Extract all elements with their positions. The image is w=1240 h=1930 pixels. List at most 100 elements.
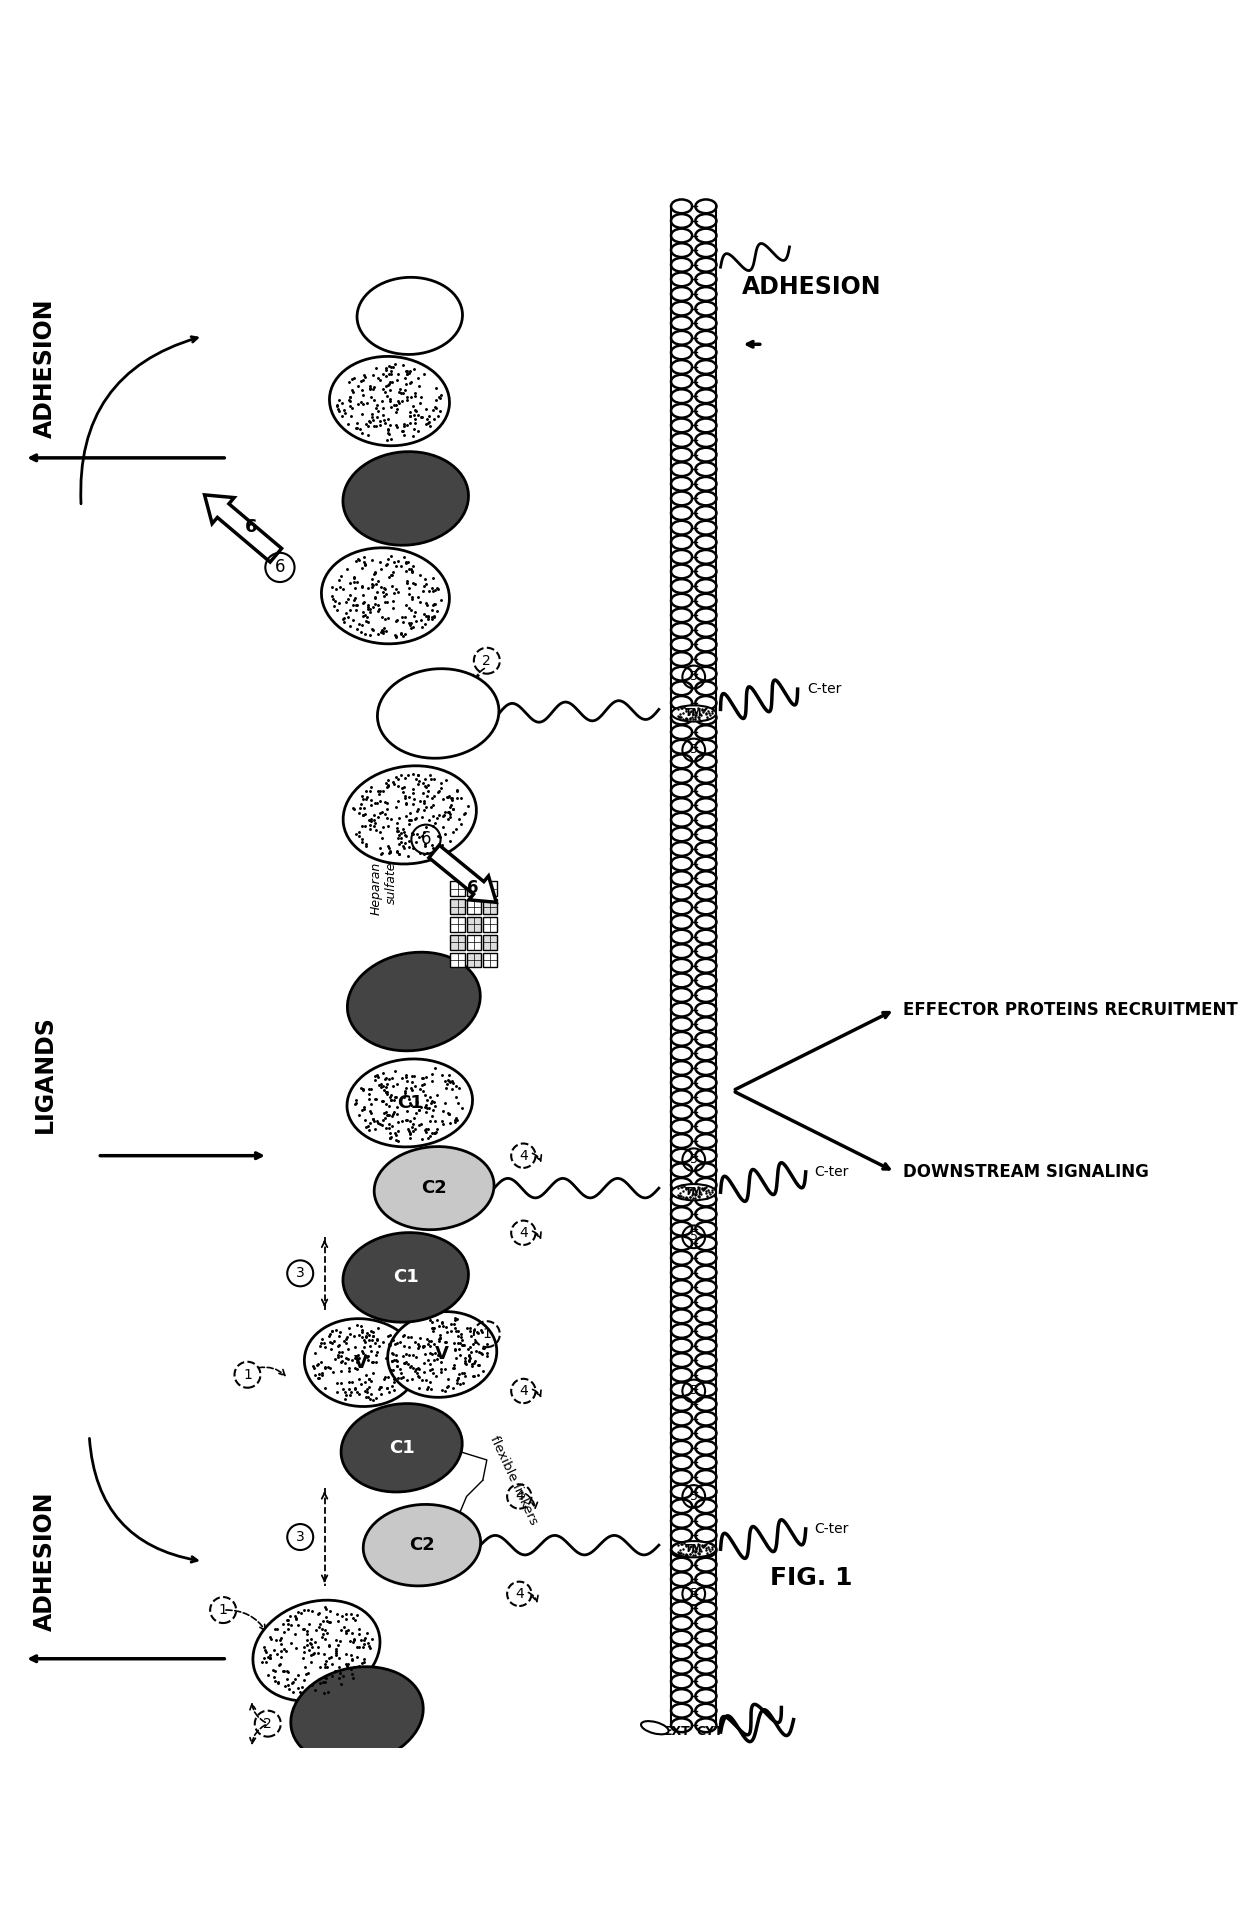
Point: [393, 830, 413, 861]
Point: [346, 1089, 366, 1119]
Point: [365, 805, 384, 836]
Point: [409, 1361, 429, 1392]
Point: [348, 544, 368, 575]
Point: [365, 581, 384, 612]
Point: [294, 1631, 314, 1662]
Point: [263, 1654, 283, 1685]
Point: [403, 818, 423, 849]
Point: [414, 359, 434, 390]
Point: [327, 1376, 347, 1407]
Point: [407, 1098, 427, 1129]
Point: [415, 764, 435, 795]
Point: [454, 799, 474, 830]
Point: [351, 793, 371, 824]
Point: [407, 1341, 427, 1372]
Point: [345, 1625, 365, 1656]
Point: [386, 573, 405, 604]
Point: [363, 374, 383, 405]
Point: [403, 1116, 423, 1146]
Point: [288, 1673, 308, 1704]
Point: [376, 355, 396, 386]
Point: [370, 1108, 389, 1139]
Point: [331, 1668, 351, 1698]
Point: [315, 1662, 335, 1693]
Point: [347, 614, 367, 645]
Point: [443, 793, 463, 824]
Point: [460, 1312, 480, 1343]
Text: 2: 2: [263, 1716, 272, 1731]
Point: [412, 1108, 432, 1139]
Point: [438, 782, 458, 813]
Point: [339, 384, 358, 415]
Point: [430, 382, 450, 413]
Point: [382, 1110, 402, 1141]
Point: [366, 558, 386, 589]
Point: [368, 1374, 388, 1405]
Point: [449, 803, 469, 834]
Point: [422, 1100, 441, 1131]
Point: [427, 1079, 446, 1110]
Point: [377, 1062, 397, 1092]
Point: [363, 799, 383, 830]
Point: [373, 1365, 393, 1395]
Point: [435, 1065, 455, 1096]
Point: [358, 593, 378, 623]
Point: [278, 1613, 298, 1644]
Point: [319, 1606, 339, 1637]
Point: [355, 1328, 374, 1359]
Point: [414, 786, 434, 816]
Point: [360, 1320, 379, 1351]
Point: [370, 593, 389, 623]
Point: [423, 575, 443, 606]
Point: [362, 1326, 382, 1357]
Point: [366, 353, 386, 384]
Point: [387, 409, 407, 440]
Point: [443, 1067, 463, 1098]
Point: [264, 1662, 284, 1693]
Point: [401, 1089, 420, 1119]
Point: [378, 764, 398, 795]
Point: [362, 614, 382, 645]
Point: [379, 1376, 399, 1407]
Point: [378, 403, 398, 434]
Point: [358, 1627, 378, 1658]
Point: [356, 1322, 376, 1353]
Point: [339, 602, 358, 633]
Point: [339, 1615, 358, 1646]
Point: [321, 1640, 341, 1671]
Point: [361, 372, 381, 403]
Point: [357, 1376, 377, 1407]
Point: [389, 820, 409, 851]
Point: [366, 589, 386, 620]
Point: [397, 1345, 417, 1376]
Bar: [450, 899, 465, 915]
Point: [358, 573, 378, 604]
Point: [336, 1648, 356, 1679]
Point: [298, 1658, 317, 1689]
Point: [357, 1617, 377, 1648]
Point: [334, 1326, 353, 1357]
Point: [424, 600, 444, 631]
Point: [445, 1336, 465, 1366]
Point: [336, 1380, 356, 1411]
Point: [358, 1382, 378, 1413]
Point: [334, 573, 353, 604]
Text: C-ter: C-ter: [813, 1166, 848, 1179]
Point: [388, 816, 408, 847]
Point: [336, 1324, 356, 1355]
Point: [441, 784, 461, 814]
Point: [438, 1370, 458, 1401]
Text: 4: 4: [520, 1148, 528, 1162]
Point: [414, 816, 434, 847]
Point: [418, 600, 438, 631]
Point: [391, 550, 410, 581]
Point: [423, 1359, 443, 1390]
Point: [435, 1376, 455, 1407]
Point: [337, 554, 357, 585]
Point: [458, 791, 477, 822]
Point: [310, 1610, 330, 1640]
Point: [330, 571, 350, 602]
Point: [451, 1357, 471, 1388]
Point: [327, 390, 347, 421]
Point: [453, 1368, 472, 1399]
